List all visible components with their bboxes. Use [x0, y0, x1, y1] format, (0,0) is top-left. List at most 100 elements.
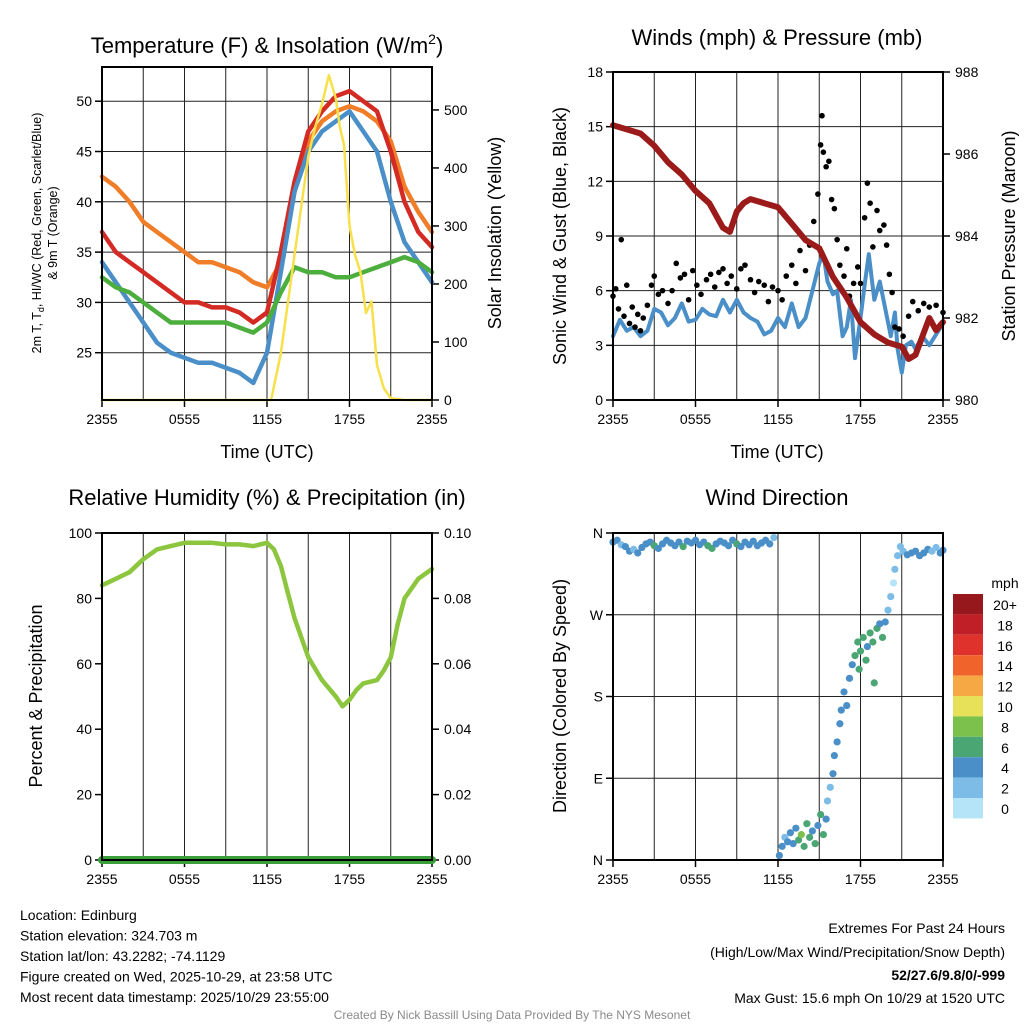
gust-point — [751, 289, 758, 296]
gust-point — [864, 180, 871, 186]
y-axis-label-line2: & 9m T (Orange) — [46, 186, 60, 279]
wind-direction-point — [819, 830, 827, 839]
x-axis-label: Time (UTC) — [730, 442, 823, 462]
gust-point — [797, 247, 803, 254]
gust-point — [711, 284, 718, 290]
gust-point — [769, 284, 776, 290]
gust-point — [698, 291, 704, 298]
wind-direction-point — [876, 620, 884, 628]
y2-tick-label: 0.02 — [444, 787, 471, 803]
y-tick-label: 45 — [76, 144, 92, 160]
wind-direction-point — [881, 618, 889, 626]
wind-direction-point — [634, 549, 642, 557]
gust-point — [831, 205, 838, 212]
wind-direction-point — [795, 836, 803, 844]
y-tick-label: 30 — [76, 294, 92, 310]
wind-direction-point — [806, 833, 814, 841]
gust-point — [867, 200, 873, 206]
gust-point — [742, 262, 748, 268]
wind-direction-point — [870, 679, 878, 687]
x-tick-label: 1755 — [845, 411, 876, 427]
legend-label: 8 — [1001, 719, 1009, 735]
series-line-td — [99, 254, 435, 335]
gust-point — [694, 282, 700, 289]
y-tick-label: 0 — [595, 392, 603, 408]
gust-point — [826, 158, 832, 165]
y2-tick-label: 982 — [955, 310, 979, 326]
x-tick-label: 2355 — [927, 411, 958, 427]
wind-direction-point — [843, 701, 851, 710]
y-tick-label: 50 — [76, 93, 92, 109]
wind-direction-point — [803, 820, 811, 828]
gust-point — [673, 260, 680, 267]
gust-point — [909, 298, 916, 305]
gust-point — [820, 149, 827, 155]
gust-point — [677, 275, 684, 281]
y2-tick-label: 0.10 — [444, 525, 471, 541]
gust-point — [881, 222, 887, 228]
y-axis-label: Direction (Colored By Speed) — [550, 579, 570, 813]
gust-point — [819, 112, 825, 119]
wind-direction-point — [817, 810, 825, 819]
gust-point — [644, 302, 651, 309]
x-tick-label: 2355 — [927, 871, 958, 887]
gust-point — [861, 214, 868, 221]
wind-direction-point — [797, 830, 805, 839]
credit: Created By Nick Bassill Using Data Provi… — [334, 1008, 691, 1022]
gust-point — [857, 280, 864, 287]
gust-point — [841, 273, 847, 279]
wind-direction-point — [862, 656, 870, 664]
wind-direction-point — [887, 592, 895, 601]
y-tick-label: S — [594, 689, 603, 705]
wind-direction-point — [786, 829, 794, 837]
gust-point — [926, 304, 933, 310]
gust-point — [874, 207, 880, 214]
footer-elevation: Station elevation: 324.703 m — [20, 928, 197, 944]
gust-point — [896, 326, 902, 332]
gust-point — [728, 273, 735, 279]
wind-direction-point — [770, 533, 778, 542]
x-tick-label: 1155 — [252, 411, 282, 427]
wind-direction-point — [878, 633, 887, 642]
wind-direction-point — [836, 720, 844, 728]
gust-point — [623, 282, 630, 289]
wind-direction-point — [814, 821, 822, 830]
y2-tick-label: 100 — [444, 334, 468, 350]
legend-swatch — [953, 594, 983, 615]
gust-point — [802, 267, 809, 274]
y-tick-label: 9 — [595, 228, 603, 244]
wind-direction-point — [848, 661, 856, 669]
series-line-2m-t — [99, 88, 435, 325]
gust-point — [703, 276, 710, 283]
gust-point — [775, 287, 781, 294]
gust-point — [905, 313, 912, 319]
y2-tick-label: 300 — [444, 218, 468, 234]
wind-direction-point — [854, 638, 862, 646]
x-tick-label: 0555 — [680, 411, 711, 427]
y-tick-label: 3 — [595, 337, 603, 353]
gust-point — [720, 266, 726, 272]
wind-direction-point — [800, 842, 808, 850]
legend-swatch — [953, 777, 983, 798]
wind-direction-point — [845, 674, 854, 682]
series-line-solar-insolation — [100, 73, 434, 402]
wind-direction-point — [856, 647, 865, 655]
legend-label: 14 — [997, 658, 1013, 674]
gust-point — [733, 286, 740, 292]
gust-point — [747, 276, 754, 283]
gust-point — [915, 307, 922, 314]
gust-point — [724, 280, 730, 287]
wind-direction-point — [775, 851, 783, 860]
gust-point — [783, 273, 790, 279]
x-tick-label: 0555 — [680, 871, 711, 887]
x-axis-label: Time (UTC) — [220, 442, 313, 462]
gust-point — [823, 163, 829, 170]
gust-point — [637, 327, 644, 334]
x-tick-label: 2355 — [597, 871, 628, 887]
series-line-9m-t — [99, 103, 435, 290]
wind-direction-point — [833, 738, 841, 746]
x-tick-label: 0555 — [169, 871, 200, 887]
footer-created: Figure created on Wed, 2025-10-29, at 23… — [20, 969, 333, 985]
gust-point — [850, 280, 857, 287]
